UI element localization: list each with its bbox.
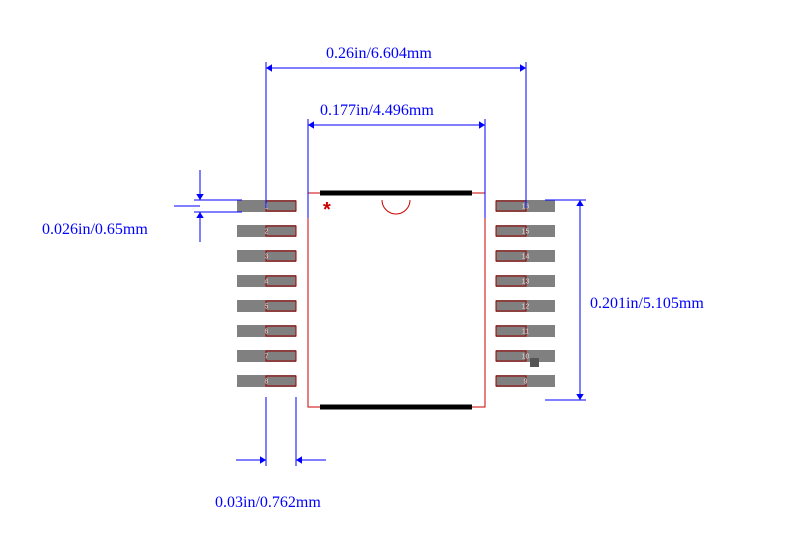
dim-label-pad-height: 0.026in/0.65mm (42, 221, 148, 238)
pad-number-14: 14 (522, 253, 530, 260)
pin1-arc (382, 200, 410, 214)
arrowhead (196, 212, 204, 218)
pad-number-8: 8 (265, 378, 269, 385)
component-body-outline (308, 193, 485, 407)
pad-number-7: 7 (265, 353, 269, 360)
arrowhead (260, 456, 266, 464)
pad-number-12: 12 (522, 303, 530, 310)
dim-label-width-outer: 0.26in/6.604mm (326, 45, 432, 62)
dim-label-height: 0.201in/5.105mm (590, 295, 704, 312)
pad-number-2: 2 (265, 228, 269, 235)
dim-label-gap: 0.03in/0.762mm (215, 494, 321, 511)
body-edge-bottom (320, 405, 472, 410)
arrowhead (479, 121, 485, 129)
arrowhead (266, 64, 272, 72)
pad-number-9: 9 (524, 378, 528, 385)
pad-number-15: 15 (522, 228, 530, 235)
arrowhead (576, 394, 584, 400)
arrowhead (576, 200, 584, 206)
pad-number-1: 1 (265, 203, 269, 210)
dim-label-width-inner: 0.177in/4.496mm (320, 102, 434, 119)
body-edge-top (320, 191, 472, 196)
pad-number-6: 6 (265, 328, 269, 335)
arrowhead (196, 194, 204, 200)
pad-number-11: 11 (522, 328, 529, 335)
orientation-square (530, 358, 539, 367)
arrowhead (308, 121, 314, 129)
pad-number-4: 4 (265, 278, 269, 285)
pad-number-3: 3 (265, 253, 269, 260)
pad-number-5: 5 (265, 303, 269, 310)
arrowhead (520, 64, 526, 72)
pad-number-10: 10 (522, 353, 530, 360)
arrowhead (296, 456, 302, 464)
pin1-marker: * (323, 199, 331, 221)
pad-number-13: 13 (522, 278, 530, 285)
